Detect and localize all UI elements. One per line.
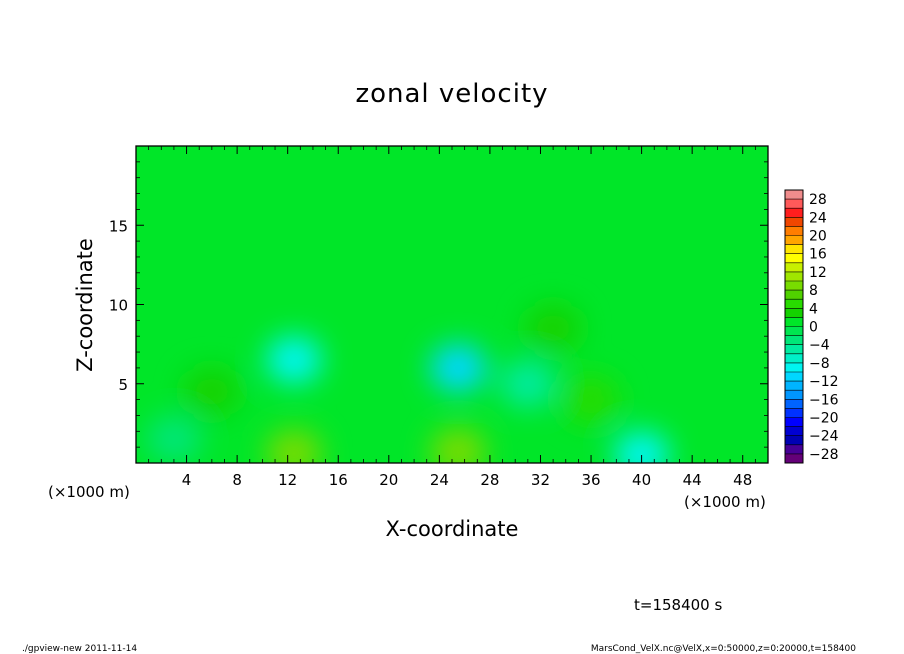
colorbar-swatch bbox=[785, 226, 803, 236]
colorbar-swatch bbox=[785, 208, 803, 218]
colorbar-swatch bbox=[785, 362, 803, 373]
x-axis-label: X-coordinate bbox=[386, 517, 519, 541]
colorbar-label: 8 bbox=[809, 283, 818, 299]
colorbar-swatch bbox=[785, 326, 803, 336]
colorbar-swatch bbox=[785, 372, 803, 382]
x-tick-label: 8 bbox=[232, 471, 242, 489]
x-tick-label: 40 bbox=[632, 471, 651, 489]
colorbar-swatch bbox=[785, 353, 803, 364]
x-tick-label: 16 bbox=[329, 471, 348, 489]
x-tick-label: 24 bbox=[430, 471, 449, 489]
chart-title: zonal velocity bbox=[355, 79, 548, 109]
colorbar-swatch bbox=[785, 199, 803, 209]
colorbar-swatch bbox=[785, 262, 803, 273]
x-axis: 4 8 12 16 20 24 28 32 36 40 44 48 bbox=[148, 146, 756, 489]
colorbar-swatch bbox=[785, 244, 803, 254]
colorbar-swatch bbox=[785, 453, 803, 464]
colorbar-swatch bbox=[785, 408, 803, 418]
field-feature-7 bbox=[183, 367, 240, 416]
colorbar-label: −28 bbox=[809, 447, 839, 463]
colorbar-swatch bbox=[785, 271, 803, 282]
colorbar-label: 16 bbox=[809, 247, 827, 263]
colorbar-label: 12 bbox=[809, 265, 827, 281]
x-tick-label: 32 bbox=[531, 471, 550, 489]
colorbar-swatch bbox=[785, 335, 803, 345]
field-feature-4 bbox=[430, 427, 487, 463]
y-tick-label: 5 bbox=[118, 376, 128, 394]
footer-left: ./gpview-new 2011-11-14 bbox=[22, 644, 137, 654]
colorbar-swatch bbox=[785, 235, 803, 245]
colorbar-label: 28 bbox=[809, 192, 827, 208]
field-feature-0 bbox=[266, 335, 322, 384]
colorbar-label: 24 bbox=[809, 210, 827, 226]
colorbar-label: 0 bbox=[809, 320, 818, 336]
x-tick-label: 48 bbox=[733, 471, 752, 489]
colorbar-swatch bbox=[785, 417, 803, 427]
colorbar-label: 20 bbox=[809, 229, 827, 245]
colorbar-swatch bbox=[785, 281, 803, 291]
colorbar-swatch bbox=[785, 426, 803, 436]
x-tick-label: 28 bbox=[480, 471, 499, 489]
plot-area bbox=[135, 145, 769, 464]
colorbar-swatch bbox=[785, 253, 803, 264]
colorbar-label: −20 bbox=[809, 411, 839, 427]
time-label: t=158400 s bbox=[634, 596, 722, 614]
field-feature-2 bbox=[613, 431, 670, 463]
colorbar-swatch bbox=[785, 190, 803, 200]
x-tick-label: 4 bbox=[182, 471, 192, 489]
x-tick-label: 36 bbox=[581, 471, 600, 489]
field-feature-9 bbox=[499, 359, 556, 408]
colorbar-swatch bbox=[785, 444, 803, 455]
colorbar-swatch bbox=[785, 344, 803, 355]
colorbar-label: −16 bbox=[809, 392, 839, 408]
colorbar-swatch bbox=[785, 308, 803, 318]
colorbar-label: −8 bbox=[809, 356, 830, 372]
colorbar-label: 4 bbox=[809, 301, 818, 317]
footer-right: MarsCond_VelX.nc@VelX,x=0:50000,z=0:2000… bbox=[591, 644, 856, 654]
colorbar-label: −4 bbox=[809, 338, 830, 354]
colorbar-swatch bbox=[785, 290, 803, 300]
y-tick-label: 15 bbox=[109, 217, 128, 235]
colorbar-swatch bbox=[785, 217, 803, 227]
colorbar-frame bbox=[784, 189, 804, 464]
colorbar-swatch bbox=[785, 381, 803, 391]
colorbar-swatch bbox=[785, 299, 803, 309]
x-tick-label: 12 bbox=[278, 471, 297, 489]
y-axis-label: Z-coordinate bbox=[73, 238, 97, 372]
plot-features bbox=[145, 304, 670, 463]
colorbar-swatch bbox=[785, 399, 803, 409]
field-feature-3 bbox=[266, 429, 322, 463]
colorbar-label: −12 bbox=[809, 374, 839, 390]
colorbar-swatch bbox=[785, 390, 803, 400]
plot-background bbox=[136, 146, 768, 463]
field-feature-8 bbox=[145, 415, 202, 463]
y-tick-label: 10 bbox=[109, 297, 128, 315]
x-axis-unit-left: (×1000 m) bbox=[48, 483, 130, 501]
x-axis-unit-right: (×1000 m) bbox=[684, 493, 766, 511]
colorbar-label: −24 bbox=[809, 429, 839, 445]
x-tick-label: 44 bbox=[683, 471, 702, 489]
x-tick-label: 20 bbox=[379, 471, 398, 489]
y-axis: 5 10 15 bbox=[109, 161, 768, 448]
field-feature-6 bbox=[525, 304, 582, 353]
field-feature-5 bbox=[563, 375, 620, 424]
colorbar: 28 24 20 16 12 8 4 0 −4 −8 −12 −16 −20 −24 −28 bbox=[784, 189, 839, 464]
field-feature-1 bbox=[430, 343, 487, 392]
colorbar-swatch bbox=[785, 435, 803, 446]
colorbar-swatch bbox=[785, 317, 803, 327]
